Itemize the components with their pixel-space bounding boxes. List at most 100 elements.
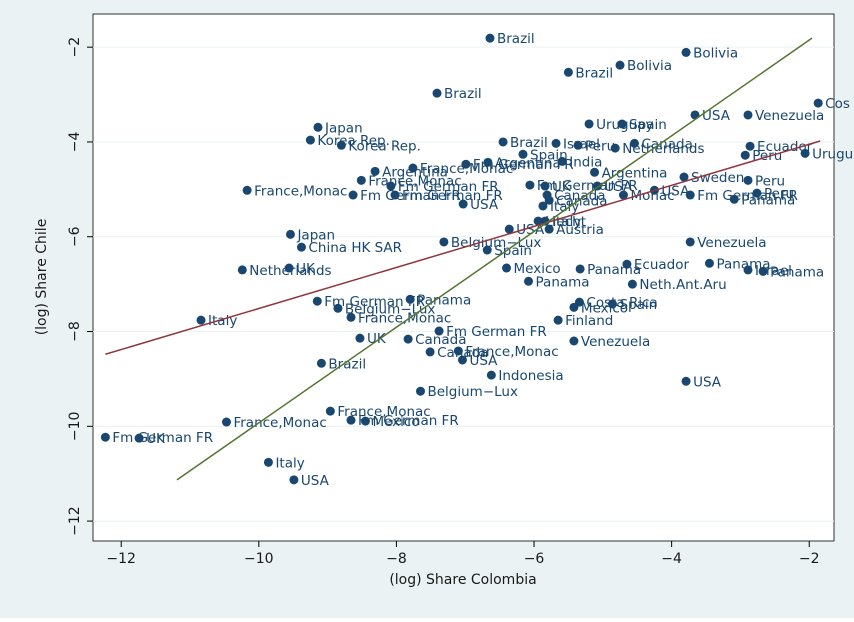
point (590, 167, 600, 177)
point-label: France,Monac (358, 310, 451, 326)
point-label: USA (702, 108, 731, 124)
point-label: Urugu (812, 146, 853, 162)
point (498, 137, 508, 147)
fit-line (176, 37, 813, 481)
point (563, 67, 573, 77)
point-label: USA (516, 222, 545, 238)
point-label: Ecuador (757, 139, 813, 155)
point-label: Fm German FR (537, 178, 638, 194)
point-label: Panama (716, 256, 770, 272)
point-label: Panama (741, 192, 795, 208)
point-label: Indonesia (498, 368, 563, 384)
point (486, 370, 496, 380)
point-label: Monac (630, 188, 674, 204)
point (743, 110, 753, 120)
point (313, 122, 323, 132)
point (483, 157, 493, 167)
point-label: France,Monac (465, 344, 558, 360)
y-tick-label: −6 (67, 226, 83, 247)
point (284, 263, 294, 273)
point (504, 224, 514, 234)
point (289, 475, 299, 485)
point (403, 334, 413, 344)
point (569, 302, 579, 312)
point-label: Peru (755, 173, 785, 189)
point (617, 119, 627, 129)
point-label: USA (470, 197, 499, 213)
point-label: USA (469, 353, 498, 369)
point (312, 296, 322, 306)
point (679, 172, 689, 182)
point (415, 386, 425, 396)
point-label: Spain (629, 117, 667, 133)
point (485, 33, 495, 43)
x-tick-label: −4 (661, 551, 682, 567)
point-label: Venezuela (581, 334, 650, 350)
point-label: Bolivia (627, 58, 672, 74)
point-label: UK (146, 431, 166, 447)
point (544, 195, 554, 205)
point-label: Bolivia (693, 45, 738, 61)
point-label: UK (552, 179, 572, 195)
point (221, 417, 231, 427)
point (425, 347, 435, 357)
point (390, 190, 400, 200)
point (434, 326, 444, 336)
point (348, 190, 358, 200)
point-label: Peru (764, 186, 794, 202)
point-label: Japan (324, 120, 363, 136)
point (813, 98, 823, 108)
point (355, 333, 365, 343)
point (729, 194, 739, 204)
point-label: Spain (494, 243, 532, 259)
point (681, 47, 691, 57)
point (575, 264, 585, 274)
point (285, 229, 295, 239)
point (752, 188, 762, 198)
x-axis-title: (log) Share Colombia (389, 572, 536, 588)
point (743, 265, 753, 275)
point (237, 265, 247, 275)
point (758, 266, 768, 276)
point (457, 355, 467, 365)
point-label: Cos (825, 96, 850, 112)
point (544, 224, 554, 234)
point-label: USA (693, 374, 722, 390)
point (569, 336, 579, 346)
point-label: USA (661, 183, 690, 199)
point (458, 199, 468, 209)
point-label: Brazil (510, 135, 548, 151)
point (461, 159, 471, 169)
point (408, 163, 418, 173)
point-label: Belgium−Lux (427, 384, 518, 400)
point-label: Canada (415, 332, 466, 348)
point-label: Brazil (497, 31, 535, 47)
point-label: UK (296, 261, 316, 277)
point (557, 156, 567, 166)
point-label: Italy (550, 199, 579, 215)
point-label: Panama (417, 292, 471, 308)
point (607, 299, 617, 309)
point (740, 150, 750, 160)
point (615, 60, 625, 70)
point (518, 149, 528, 159)
point (681, 376, 691, 386)
point-label: Argentina (382, 164, 448, 180)
point-label: Fm German FR (360, 188, 461, 204)
point (610, 143, 620, 153)
point-label: Belgium−Lux (345, 301, 436, 317)
point-label: Fm German FR (402, 188, 503, 204)
point-label: Finland (565, 313, 613, 329)
point (627, 279, 637, 289)
point-label: Panama (770, 264, 824, 280)
point-label: Costa Rica (586, 295, 657, 311)
point (525, 180, 535, 190)
point (296, 242, 306, 252)
y-tick-label: −2 (67, 37, 83, 58)
point (685, 237, 695, 247)
point (800, 148, 810, 158)
point (346, 312, 356, 322)
point-label: Neth.Ant.Aru (639, 277, 726, 293)
point-label: Mexico (514, 261, 561, 277)
point (325, 406, 335, 416)
